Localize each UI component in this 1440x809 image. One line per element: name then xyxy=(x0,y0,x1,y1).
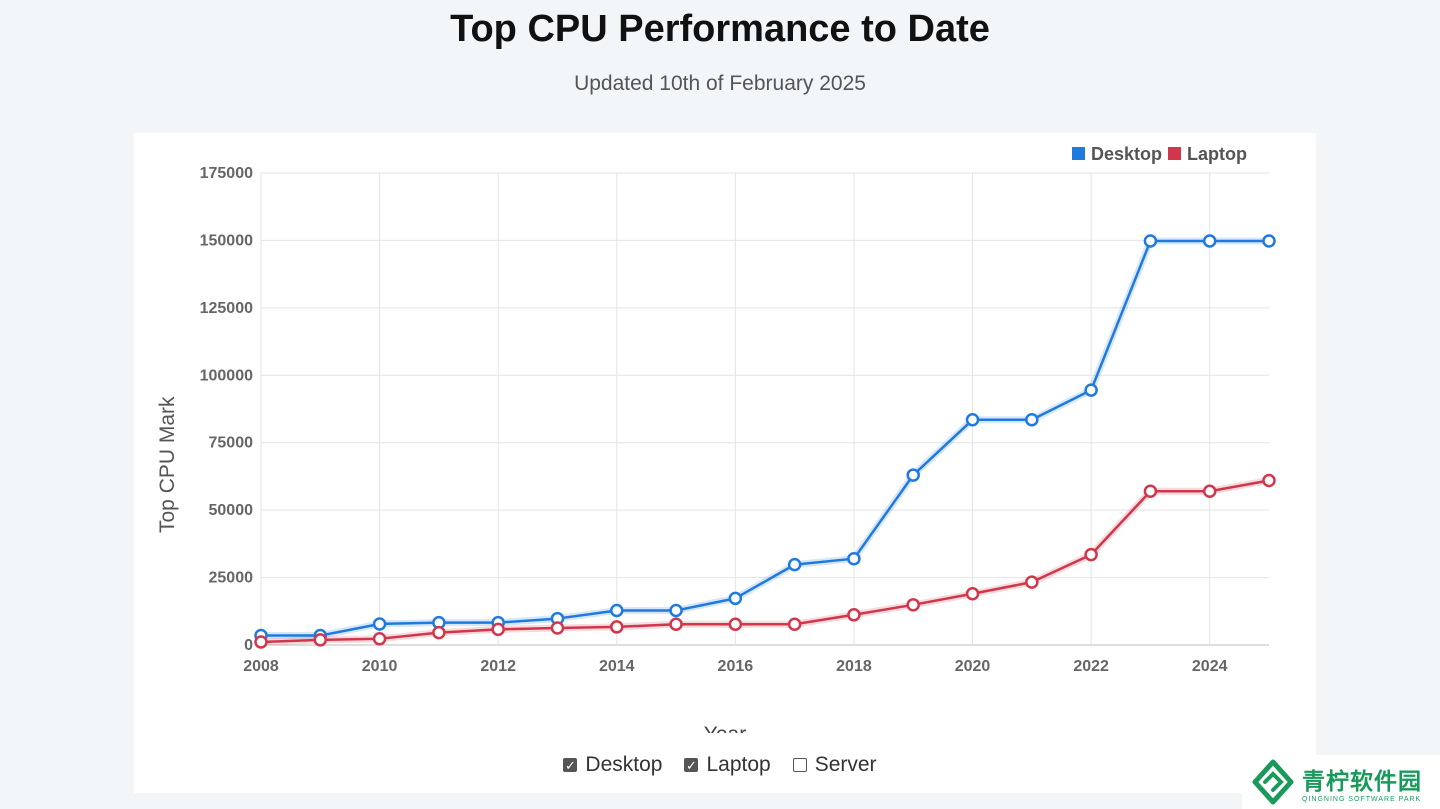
laptop-point xyxy=(372,632,387,646)
desktop-point xyxy=(610,603,624,618)
desktop-point xyxy=(1202,234,1217,248)
laptop-point xyxy=(847,608,861,622)
desktop-point xyxy=(847,551,861,566)
desktop-point xyxy=(1084,383,1098,397)
checkbox-server[interactable] xyxy=(792,758,807,772)
filter-server-label: Server xyxy=(814,753,877,776)
x-tick-label: 2012 xyxy=(480,658,516,675)
desktop-point xyxy=(372,617,387,631)
filter-desktop[interactable]: ✓ Desktop xyxy=(563,753,662,777)
page-title: Top CPU Performance to Date xyxy=(450,8,990,50)
x-tick-label: 2016 xyxy=(718,658,754,675)
laptop-point xyxy=(254,635,268,649)
desktop-line-shadow xyxy=(261,237,1269,640)
laptop-point xyxy=(1202,484,1217,499)
desktop-point xyxy=(965,413,980,427)
y-tick-label: 75000 xyxy=(209,435,254,452)
y-tick-label: 100000 xyxy=(200,367,253,384)
y-tick-label: 125000 xyxy=(200,300,253,317)
laptop-point xyxy=(491,622,505,637)
y-axis-ticks: 0 25000 50000 75000 100000 125000 150000 175000 xyxy=(200,165,253,654)
laptop-point xyxy=(1262,473,1276,488)
desktop-point xyxy=(669,603,683,618)
laptop-point xyxy=(906,598,920,612)
laptop-point xyxy=(1025,575,1039,589)
desktop-point xyxy=(1262,234,1276,248)
series-filter: ✓ Desktop ✓ Laptop Server xyxy=(0,753,1440,777)
logo-icon xyxy=(1252,759,1294,805)
x-tick-label: 2014 xyxy=(599,658,635,675)
laptop-point xyxy=(1084,547,1098,562)
laptop-point xyxy=(610,620,624,634)
checkbox-laptop[interactable]: ✓ xyxy=(684,757,699,773)
desktop-line xyxy=(261,239,1269,637)
x-tick-label: 2018 xyxy=(836,658,872,675)
x-tick-label: 2010 xyxy=(362,658,398,675)
laptop-point xyxy=(1143,484,1158,499)
page-subtitle: Updated 10th of February 2025 xyxy=(574,72,866,95)
y-tick-label: 150000 xyxy=(200,232,253,249)
filter-desktop-label: Desktop xyxy=(585,753,663,776)
desktop-point xyxy=(787,557,802,572)
laptop-point xyxy=(728,617,743,631)
laptop-line-shadow xyxy=(260,477,1270,646)
desktop-point xyxy=(1025,413,1039,427)
x-axis-label: Year xyxy=(704,723,746,733)
filter-laptop-label: Laptop xyxy=(706,753,771,776)
x-tick-label: 2024 xyxy=(1192,658,1228,675)
desktop-point xyxy=(728,591,743,606)
chart-panel: 0 25000 50000 75000 100000 125000 150000 175000… xyxy=(134,133,1316,793)
chart-series xyxy=(254,234,1276,649)
legend-label-desktop: Desktop xyxy=(1091,144,1162,164)
watermark-logo: 青柠软件园 QINGNING SOFTWARE PARK xyxy=(1242,755,1440,809)
filter-server[interactable]: Server xyxy=(792,753,877,777)
legend-swatch-desktop xyxy=(1072,147,1085,160)
chart-legend[interactable]: Desktop Laptop xyxy=(1072,144,1247,164)
logo-name: 青柠软件园 xyxy=(1302,767,1422,794)
laptop-line xyxy=(260,479,1270,644)
legend-swatch-laptop xyxy=(1168,147,1181,160)
filter-laptop[interactable]: ✓ Laptop xyxy=(684,753,771,777)
laptop-point xyxy=(787,617,802,631)
grid-lines xyxy=(260,172,1269,646)
y-tick-label: 175000 xyxy=(200,165,253,182)
laptop-point xyxy=(669,617,683,631)
y-axis-label: Top CPU Mark xyxy=(156,396,179,533)
legend-label-laptop: Laptop xyxy=(1187,144,1247,164)
y-tick-label: 25000 xyxy=(209,570,254,587)
x-tick-label: 2022 xyxy=(1073,658,1109,675)
laptop-point xyxy=(965,587,980,601)
x-tick-label: 2020 xyxy=(955,658,991,675)
desktop-point xyxy=(1143,234,1158,248)
logo-tagline: QINGNING SOFTWARE PARK xyxy=(1302,795,1422,803)
x-tick-label: 2008 xyxy=(243,658,279,675)
x-axis-ticks: 2008 2010 2012 2014 2016 2018 2020 2022 2024 xyxy=(243,658,1227,675)
checkbox-desktop[interactable]: ✓ xyxy=(563,757,578,773)
y-tick-label: 0 xyxy=(244,637,253,654)
desktop-point xyxy=(906,468,920,482)
line-chart: 0 25000 50000 75000 100000 125000 150000 175000… xyxy=(156,144,1276,733)
laptop-point xyxy=(550,621,565,635)
laptop-point xyxy=(313,633,328,647)
y-tick-label: 50000 xyxy=(209,502,254,519)
laptop-point xyxy=(432,625,446,640)
